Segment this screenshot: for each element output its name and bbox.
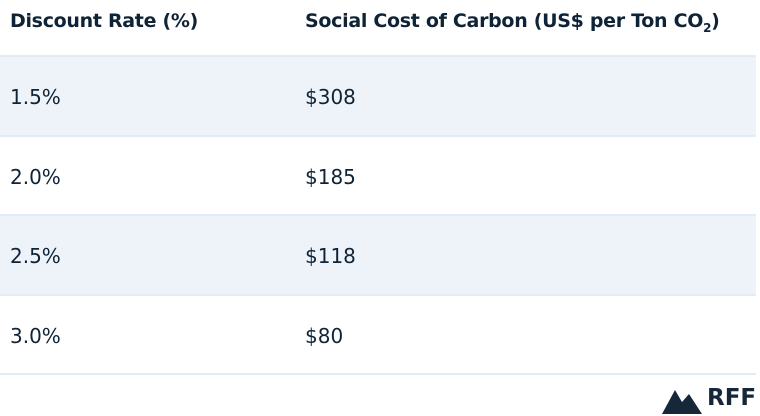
header-cell: Discount Rate (%) (10, 10, 198, 32)
logo-icon (662, 390, 702, 414)
table-cell: 2.0% (10, 164, 61, 189)
table-cell: 2.5% (10, 244, 61, 268)
table-row: 2.5% $118 (0, 214, 756, 296)
table-row: 1.5% $308 (0, 55, 756, 137)
table-cell: $118 (305, 244, 356, 268)
table-cell: $80 (305, 323, 344, 348)
rule (0, 373, 756, 375)
table-cell: $308 (305, 85, 356, 109)
header-text: Social Cost of Carbon (US$ per Ton CO (305, 10, 704, 32)
logo-text: RFF (707, 385, 757, 411)
header-text: ) (711, 10, 720, 32)
table-row: 2.0% $185 (0, 135, 756, 216)
table-row: 3.0% $80 (0, 294, 756, 375)
table-header: Discount Rate (%) Social Cost of Carbon … (0, 0, 756, 57)
subscript: 2 (703, 21, 712, 35)
header-cell: Social Cost of Carbon (US$ per Ton CO2) (305, 10, 720, 35)
table-cell: $185 (305, 164, 356, 189)
table-cell: 3.0% (10, 323, 61, 348)
table-cell: 1.5% (10, 85, 61, 109)
